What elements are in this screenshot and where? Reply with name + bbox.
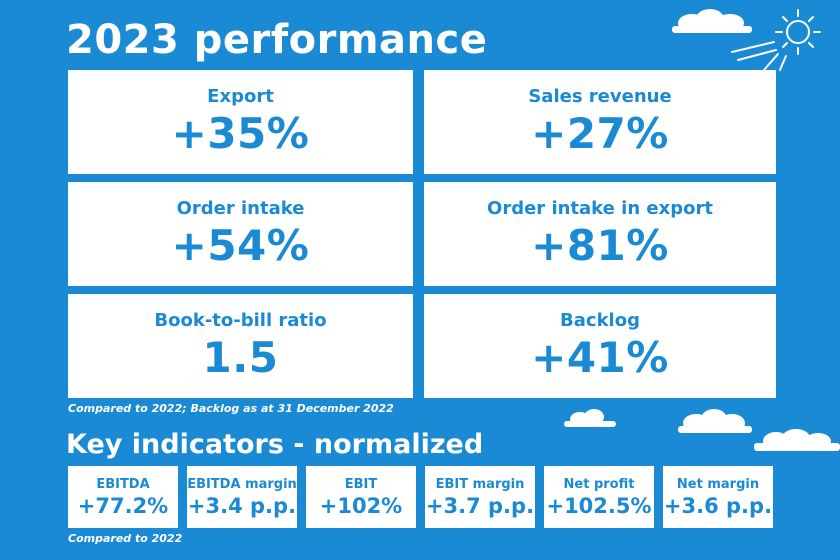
metric-label: Order intake in export <box>487 198 713 219</box>
sun-icon <box>731 9 821 71</box>
metric-label: Export <box>207 86 274 107</box>
metric-value: 1.5 <box>202 333 279 382</box>
indicator-value: +3.7 p.p. <box>425 494 535 518</box>
section-title: Key indicators - normalized <box>66 429 484 460</box>
metric-card-order-intake-export: Order intake in export +81% <box>424 182 776 286</box>
metric-card-book-to-bill: Book-to-bill ratio 1.5 <box>68 294 413 398</box>
metric-card-sales-revenue: Sales revenue +27% <box>424 70 776 174</box>
indicator-label: Net profit <box>563 477 635 492</box>
metric-value: +27% <box>531 109 669 158</box>
cloud-icon <box>678 409 752 433</box>
indicator-value: +77.2% <box>77 494 169 518</box>
metric-value: +54% <box>171 221 310 270</box>
metric-label: Book-to-bill ratio <box>154 310 327 331</box>
indicator-label: EBITDA margin <box>187 477 297 492</box>
metric-label: Order intake <box>176 198 305 219</box>
indicator-value: +3.4 p.p. <box>187 494 297 518</box>
metric-value: +81% <box>531 221 669 270</box>
indicator-card-ebitda-margin: EBITDA margin +3.4 p.p. <box>187 466 297 528</box>
metric-value: +41% <box>531 333 669 382</box>
indicator-label: EBIT <box>344 477 378 492</box>
indicators-footnote: Compared to 2022 <box>68 532 183 545</box>
indicator-value: +3.6 p.p. <box>663 494 773 518</box>
indicator-value: +102.5% <box>546 494 652 518</box>
metric-card-export: Export +35% <box>68 70 413 174</box>
page-title: 2023 performance <box>66 17 488 63</box>
indicator-label: EBITDA <box>96 477 150 492</box>
indicator-label: Net margin <box>676 477 760 492</box>
indicator-card-net-profit: Net profit +102.5% <box>544 466 654 528</box>
metric-label: Sales revenue <box>528 86 672 107</box>
indicator-value: +102% <box>319 494 403 518</box>
indicator-card-ebit: EBIT +102% <box>306 466 416 528</box>
metric-card-backlog: Backlog +41% <box>424 294 776 398</box>
cloud-icon <box>672 9 752 33</box>
indicator-card-ebitda: EBITDA +77.2% <box>68 466 178 528</box>
indicator-card-net-margin: Net margin +3.6 p.p. <box>663 466 773 528</box>
metrics-footnote: Compared to 2022; Backlog as at 31 Decem… <box>68 402 394 415</box>
indicator-label: EBIT margin <box>435 477 525 492</box>
metric-card-order-intake: Order intake +54% <box>68 182 413 286</box>
cloud-icon <box>754 429 840 451</box>
indicator-card-ebit-margin: EBIT margin +3.7 p.p. <box>425 466 535 528</box>
cloud-icon <box>564 409 616 427</box>
metric-label: Backlog <box>560 310 640 331</box>
metric-value: +35% <box>171 109 310 158</box>
